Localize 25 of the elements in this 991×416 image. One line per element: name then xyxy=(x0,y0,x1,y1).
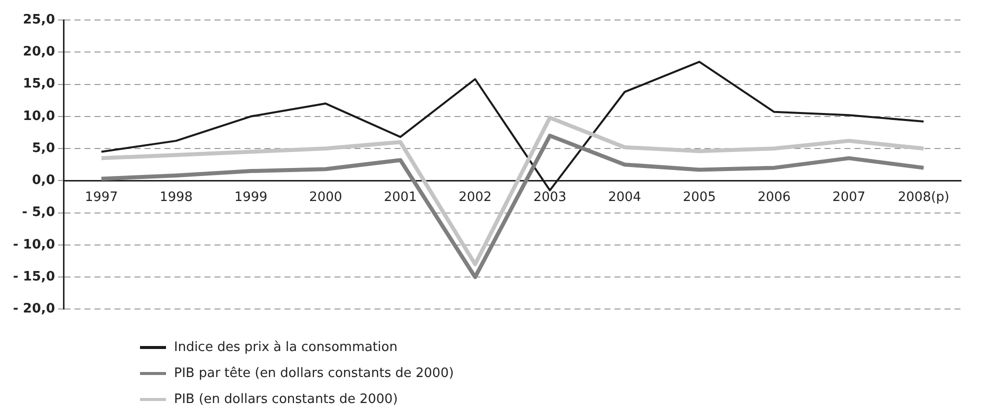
y-tick-label: - 10,0 xyxy=(12,237,55,252)
y-tick-label: 10,0 xyxy=(22,108,55,124)
x-tick-label: 2008(p) xyxy=(898,190,950,205)
y-tick-label: 15,0 xyxy=(22,76,55,92)
y-tick-label: - 20,0 xyxy=(12,302,55,317)
x-tick-label: 2007 xyxy=(832,190,866,205)
x-tick-label: 2002 xyxy=(458,190,492,205)
x-tick-label: 2004 xyxy=(608,190,642,205)
x-tick-label: 2005 xyxy=(682,190,716,205)
x-tick-label: 1999 xyxy=(234,190,268,205)
legend-label: PIB (en dollars constants de 2000) xyxy=(174,392,398,406)
legend-label: PIB par tête (en dollars constants de 2000) xyxy=(174,366,454,380)
y-tick-label: - 5,0 xyxy=(22,205,55,220)
y-tick-label: 0,0 xyxy=(32,173,55,188)
y-tick-label: - 15,0 xyxy=(12,269,55,284)
x-tick-label: 1997 xyxy=(84,190,118,205)
y-tick-label: 20,0 xyxy=(22,44,55,60)
x-tick-label: 1998 xyxy=(160,190,193,205)
y-tick-label: 25,0 xyxy=(22,12,55,28)
x-tick-label: 2000 xyxy=(309,190,342,205)
legend-label: Indice des prix à la consommation xyxy=(174,340,398,354)
x-tick-label: 2001 xyxy=(384,190,417,205)
x-tick-label: 2003 xyxy=(533,190,566,205)
y-tick-label: 5,0 xyxy=(32,140,55,156)
x-tick-label: 2006 xyxy=(758,190,791,205)
